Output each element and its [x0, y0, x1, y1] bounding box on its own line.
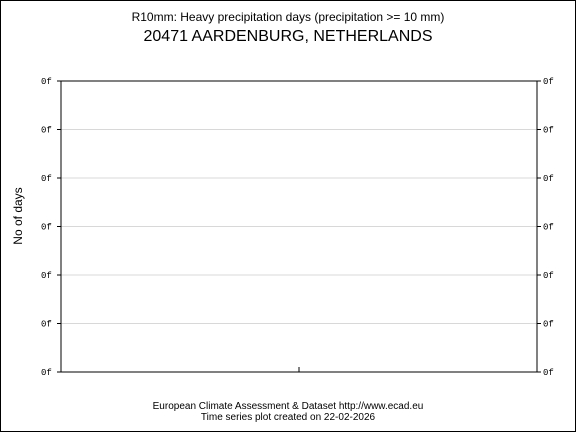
y-tick-label-right: 0f: [543, 223, 554, 233]
y-tick-label-left: 0f: [41, 368, 52, 378]
chart-subtitle: 20471 AARDENBURG, NETHERLANDS: [143, 28, 433, 45]
chart-title: R10mm: Heavy precipitation days (precipi…: [131, 10, 445, 24]
footer-created: Time series plot created on 22-02-2026: [200, 412, 376, 423]
y-tick-label-left: 0f: [41, 271, 52, 281]
y-tick-label-right: 0f: [543, 174, 554, 184]
y-tick-label-left: 0f: [41, 223, 52, 233]
y-tick-label-left: 0f: [41, 174, 52, 184]
plot-border: [60, 80, 538, 373]
y-tick-label-right: 0f: [543, 126, 554, 136]
y-tick-label-right: 0f: [543, 271, 554, 281]
y-tick-label-right: 0f: [543, 77, 554, 87]
y-tick-label-left: 0f: [41, 77, 52, 87]
footer-source: European Climate Assessment & Dataset ht…: [152, 401, 424, 412]
y-tick-label-left: 0f: [41, 320, 52, 330]
y-tick-label-right: 0f: [543, 320, 554, 330]
y-tick-label-left: 0f: [41, 126, 52, 136]
y-tick-label-right: 0f: [543, 368, 554, 378]
